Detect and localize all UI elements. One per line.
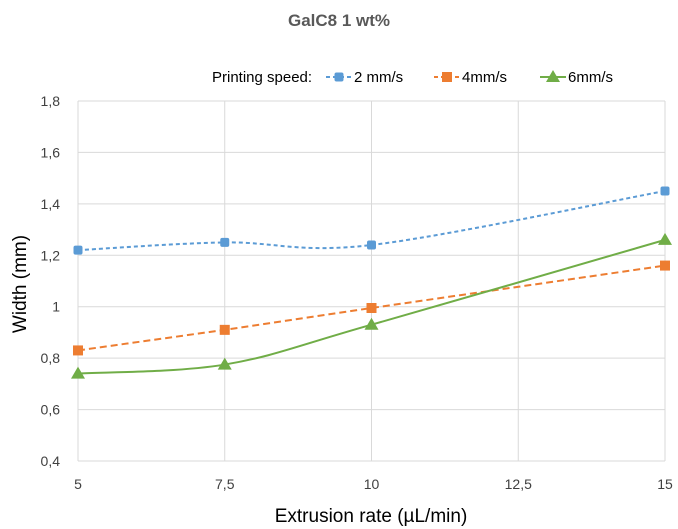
y-tick-labels: 0,4 0,6 0,8 1 1,2 1,4 1,6 1,8 [41, 93, 61, 469]
legend: Printing speed: 2 mm/s 4mm/s 6mm/s [212, 69, 613, 86]
series-6mm/s [71, 232, 672, 379]
legend-marker [442, 72, 452, 82]
series-2-mm/s [73, 186, 670, 255]
series-line [77, 264, 666, 352]
y-tick-label: 0,6 [41, 402, 61, 418]
legend-title: Printing speed: [212, 69, 312, 86]
data-point [71, 366, 85, 379]
x-tick-label: 10 [364, 476, 380, 492]
series-line [77, 190, 666, 252]
legend-marker [334, 72, 344, 82]
x-tick-labels: 5 7,5 10 12,5 15 [74, 476, 673, 492]
x-axis-label: Extrusion rate (µL/min) [275, 506, 468, 527]
series-4mm/s [73, 260, 670, 356]
data-point [73, 245, 83, 255]
legend-entry-label: 6mm/s [568, 69, 613, 86]
data-point [660, 260, 670, 271]
x-tick-label: 12,5 [505, 476, 532, 492]
y-tick-label: 0,4 [41, 453, 61, 469]
y-tick-label: 1,8 [41, 93, 61, 109]
data-point [220, 237, 230, 247]
data-point [217, 357, 232, 370]
series-line [77, 238, 666, 375]
legend-entry-label: 4mm/s [462, 69, 507, 86]
data-point [658, 232, 672, 245]
data-point [219, 324, 230, 335]
y-tick-label: 1,2 [41, 247, 61, 263]
y-tick-label: 1,6 [41, 144, 61, 160]
y-axis-label: Width (mm) [10, 235, 31, 333]
data-point [73, 345, 83, 356]
data-point [660, 186, 670, 196]
x-tick-label: 15 [657, 476, 673, 492]
legend-marker [546, 70, 560, 82]
legend-entry-label: 2 mm/s [354, 69, 403, 86]
gridlines [77, 100, 666, 462]
y-tick-label: 0,8 [41, 350, 61, 366]
series-group [71, 186, 672, 379]
y-tick-label: 1,4 [41, 196, 61, 212]
y-tick-label: 1 [52, 299, 60, 315]
x-tick-label: 5 [74, 476, 82, 492]
chart-title: GalC8 1 wt% [288, 11, 390, 30]
data-point [366, 303, 377, 313]
x-tick-label: 7,5 [215, 476, 235, 492]
data-point [364, 317, 379, 330]
data-point [367, 240, 376, 250]
